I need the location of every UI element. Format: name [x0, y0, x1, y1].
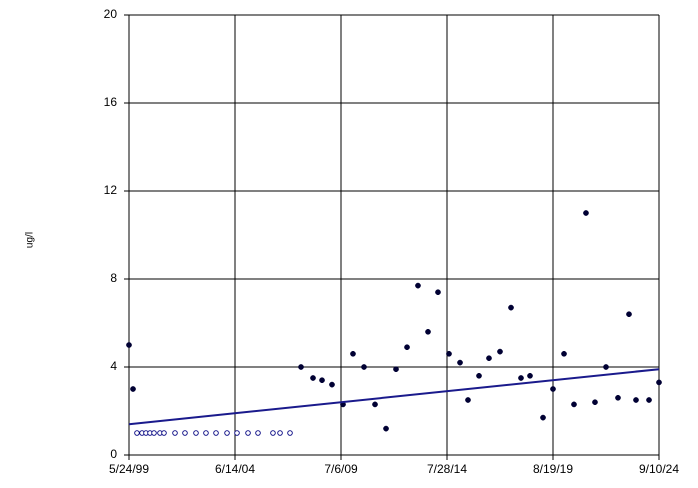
point	[486, 355, 492, 362]
point	[435, 289, 441, 296]
y-tick-label: 20	[104, 7, 118, 21]
point	[425, 328, 431, 335]
point	[656, 379, 662, 386]
point	[277, 430, 283, 436]
point	[646, 397, 652, 403]
point	[126, 342, 132, 348]
y-tick-label: 16	[104, 95, 118, 109]
point	[310, 375, 316, 381]
point	[404, 344, 410, 351]
point	[203, 430, 209, 436]
point	[245, 430, 251, 436]
point	[603, 364, 609, 370]
y-tick-label: 0	[110, 447, 117, 461]
y-tick-label: 12	[104, 183, 118, 197]
point	[193, 430, 199, 436]
point	[540, 414, 546, 421]
point	[633, 397, 639, 403]
point	[270, 430, 276, 436]
point	[161, 430, 167, 436]
x-tick-label: 5/24/99	[109, 462, 149, 476]
point	[626, 311, 632, 318]
point	[446, 350, 452, 357]
point	[476, 372, 482, 379]
point	[134, 430, 140, 436]
point	[255, 430, 261, 436]
point	[319, 377, 325, 384]
y-axis-label: ug/l	[25, 232, 36, 248]
point	[298, 364, 304, 370]
point	[350, 350, 356, 357]
x-tick-label: 9/10/24	[639, 462, 679, 476]
point	[383, 425, 389, 432]
x-tick-label: 7/6/09	[324, 462, 358, 476]
point	[361, 364, 367, 370]
point	[561, 350, 567, 357]
point	[518, 375, 524, 381]
point	[329, 381, 335, 388]
point	[508, 304, 514, 311]
y-tick-label: 8	[110, 271, 117, 285]
y-tick-label: 4	[110, 359, 117, 373]
point	[172, 430, 178, 436]
point	[224, 430, 230, 436]
point	[583, 210, 589, 216]
point	[457, 359, 463, 366]
point	[592, 399, 598, 406]
x-tick-label: 8/19/19	[533, 462, 573, 476]
point	[213, 430, 219, 436]
point	[550, 386, 556, 392]
point	[415, 282, 421, 289]
point	[393, 366, 399, 373]
point	[130, 386, 136, 392]
point	[497, 348, 503, 355]
trend-line	[128, 368, 660, 426]
x-tick-label: 7/28/14	[427, 462, 467, 476]
x-tick-label: 6/14/04	[215, 462, 255, 476]
point	[465, 397, 471, 403]
point	[571, 401, 577, 408]
point	[151, 430, 157, 436]
point	[182, 430, 188, 436]
point	[615, 394, 621, 401]
point	[372, 401, 378, 408]
point	[234, 430, 240, 436]
point	[287, 430, 293, 436]
point	[527, 372, 533, 379]
